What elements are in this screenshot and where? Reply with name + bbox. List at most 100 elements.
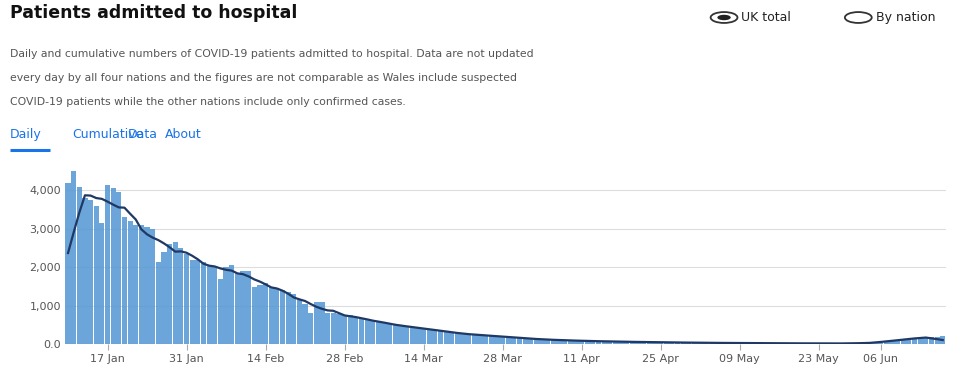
Bar (489, 336, 494, 344)
Bar (151, 229, 155, 344)
Bar (251, 287, 257, 344)
Bar (128, 221, 132, 344)
Bar (382, 323, 386, 344)
Bar (906, 339, 911, 344)
Bar (901, 339, 906, 344)
Bar (133, 225, 138, 344)
Bar (579, 341, 584, 344)
Bar (624, 342, 629, 344)
Text: Data: Data (128, 128, 157, 141)
Bar (206, 265, 212, 344)
Bar (393, 325, 398, 344)
Bar (591, 341, 596, 344)
Bar (799, 343, 805, 344)
Bar (246, 271, 251, 344)
Bar (669, 342, 674, 344)
Bar (161, 252, 167, 344)
Bar (517, 338, 522, 344)
Bar (235, 273, 240, 344)
Bar (274, 289, 279, 344)
Bar (218, 279, 223, 344)
Bar (601, 341, 607, 344)
Bar (816, 343, 821, 344)
Bar (619, 342, 623, 344)
Bar (805, 343, 810, 344)
Bar (478, 335, 482, 344)
Bar (331, 314, 336, 344)
Bar (353, 318, 359, 344)
Bar (523, 338, 527, 344)
Bar (934, 336, 940, 344)
Bar (732, 343, 737, 344)
Bar (703, 343, 709, 344)
Text: every day by all four nations and the figures are not comparable as Wales includ: every day by all four nations and the fi… (10, 73, 517, 83)
Bar (421, 328, 426, 344)
Bar (82, 198, 87, 344)
Bar (528, 339, 533, 344)
Bar (783, 343, 787, 344)
Bar (212, 267, 218, 344)
Bar (646, 342, 652, 344)
Bar (155, 261, 161, 344)
Bar (720, 343, 725, 344)
Bar (415, 328, 420, 344)
Bar (196, 259, 200, 344)
Bar (398, 326, 404, 344)
Text: By nation: By nation (876, 11, 935, 24)
Bar (861, 343, 866, 344)
Bar (483, 335, 488, 344)
Bar (190, 259, 195, 344)
Bar (912, 338, 917, 344)
Bar (286, 292, 291, 344)
Bar (229, 265, 234, 344)
Bar (167, 244, 173, 344)
Bar (641, 342, 646, 344)
Bar (511, 338, 517, 344)
Text: UK total: UK total (741, 11, 791, 24)
Bar (940, 336, 946, 344)
Bar (675, 342, 680, 344)
Bar (833, 343, 838, 344)
Bar (427, 329, 432, 344)
Bar (918, 338, 923, 344)
Bar (884, 342, 889, 344)
Text: Daily and cumulative numbers of COVID-19 patients admitted to hospital. Data are: Daily and cumulative numbers of COVID-19… (10, 49, 533, 59)
Bar (568, 340, 573, 344)
Bar (787, 343, 793, 344)
Bar (873, 343, 877, 344)
Bar (139, 225, 144, 344)
Bar (878, 343, 883, 344)
Bar (292, 294, 296, 344)
Text: Daily: Daily (10, 128, 41, 141)
Bar (100, 223, 105, 344)
Bar (342, 315, 347, 344)
Bar (687, 343, 691, 344)
Text: Cumulative: Cumulative (72, 128, 143, 141)
Bar (314, 302, 319, 344)
Bar (562, 340, 567, 344)
Bar (460, 334, 466, 344)
Bar (269, 287, 273, 344)
Bar (409, 327, 415, 344)
Bar (726, 343, 731, 344)
Bar (697, 343, 703, 344)
Bar (94, 206, 99, 344)
Bar (178, 248, 183, 344)
Bar (200, 261, 206, 344)
Bar (184, 254, 189, 344)
Bar (116, 192, 122, 344)
Bar (88, 200, 93, 344)
Bar (771, 343, 776, 344)
Bar (596, 341, 601, 344)
Bar (280, 291, 285, 344)
Bar (793, 343, 799, 344)
Bar (347, 315, 353, 344)
Bar (664, 342, 668, 344)
Bar (122, 217, 127, 344)
Bar (550, 340, 556, 344)
Bar (838, 343, 844, 344)
Bar (855, 343, 860, 344)
Bar (777, 343, 782, 344)
Bar (658, 342, 664, 344)
Bar (376, 322, 381, 344)
